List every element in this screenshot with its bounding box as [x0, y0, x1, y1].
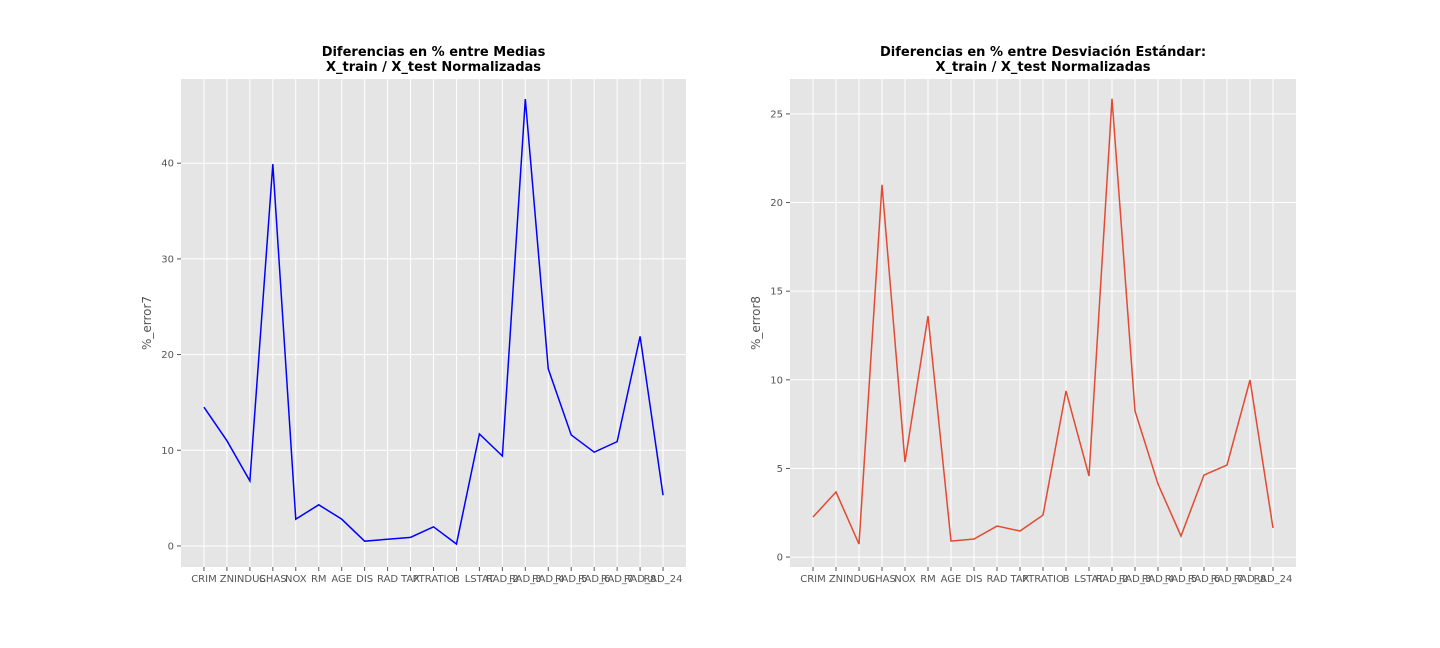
chart-title: Diferencias en % entre Desviación Estánd…: [880, 45, 1206, 60]
x-tick-label: CRIM: [191, 574, 217, 585]
y-tick-label: 25: [770, 109, 783, 120]
x-tick-label: AGE: [331, 574, 352, 585]
x-tick-label: RAD_8: [624, 574, 656, 585]
x-tick-label: RAD_7: [601, 574, 633, 585]
x-tick-label: RAD_2: [486, 574, 518, 585]
x-tick-label: DIS: [966, 574, 983, 585]
x-tick-label: RAD_24: [644, 574, 683, 585]
x-tick-label: NOX: [285, 574, 307, 585]
x-tick-label: AGE: [941, 574, 962, 585]
x-tick-label: RAD_7: [1211, 574, 1243, 585]
y-tick-label: 15: [770, 287, 783, 298]
y-axis-label: %_error8: [749, 296, 763, 350]
chart-title: Diferencias en % entre Medias: [322, 45, 546, 60]
x-tick-label: RAD_3: [509, 574, 541, 585]
x-tick-label: RAD_5: [1165, 574, 1197, 585]
x-tick-label: ZN: [220, 574, 234, 585]
x-tick-label: PTRATIO: [413, 574, 455, 585]
x-tick-label: RAD_24: [1254, 574, 1293, 585]
y-tick-label: 20: [770, 198, 783, 209]
x-tick-label: RAD_4: [1142, 574, 1174, 585]
y-axis-label: %_error7: [140, 296, 154, 350]
x-tick-label: RAD_8: [1234, 574, 1266, 585]
y-tick-label: 5: [777, 464, 783, 475]
x-tick-label: B: [453, 574, 460, 585]
x-tick-label: RAD: [986, 574, 1007, 585]
x-tick-label: LSTAT: [1074, 574, 1104, 585]
x-tick-label: RM: [311, 574, 327, 585]
x-tick-label: DIS: [356, 574, 373, 585]
x-tick-label: CHAS: [259, 574, 287, 585]
x-tick-label: RM: [920, 574, 936, 585]
x-tick-label: B: [1063, 574, 1070, 585]
y-tick-label: 20: [161, 350, 174, 361]
x-tick-label: RAD_6: [1188, 574, 1220, 585]
x-tick-label: RAD: [377, 574, 398, 585]
chart-title: X_train / X_test Normalizadas: [935, 60, 1150, 75]
x-tick-label: RAD_2: [1096, 574, 1128, 585]
y-tick-label: 0: [777, 553, 783, 564]
x-tick-label: RAD_4: [532, 574, 564, 585]
x-tick-label: PTRATIO: [1022, 574, 1064, 585]
y-tick-label: 0: [168, 541, 174, 552]
y-tick-label: 40: [161, 159, 174, 170]
y-tick-label: 30: [161, 254, 174, 265]
x-tick-label: CHAS: [868, 574, 896, 585]
x-tick-label: CRIM: [800, 574, 826, 585]
x-tick-label: INDUS: [234, 574, 266, 585]
line-series: [812, 98, 1274, 545]
y-tick-label: 10: [161, 446, 174, 457]
x-tick-label: LSTAT: [465, 574, 495, 585]
x-tick-label: RAD_5: [555, 574, 587, 585]
x-tick-label: INDUS: [843, 574, 875, 585]
line-series: [203, 99, 664, 546]
x-tick-label: RAD_3: [1119, 574, 1151, 585]
x-tick-label: RAD_6: [578, 574, 610, 585]
x-tick-label: TAX: [1009, 574, 1029, 585]
chart-title: X_train / X_test Normalizadas: [326, 60, 541, 75]
x-tick-label: TAX: [400, 574, 420, 585]
y-tick-label: 10: [770, 375, 783, 386]
x-tick-label: ZN: [829, 574, 843, 585]
x-tick-label: NOX: [894, 574, 916, 585]
